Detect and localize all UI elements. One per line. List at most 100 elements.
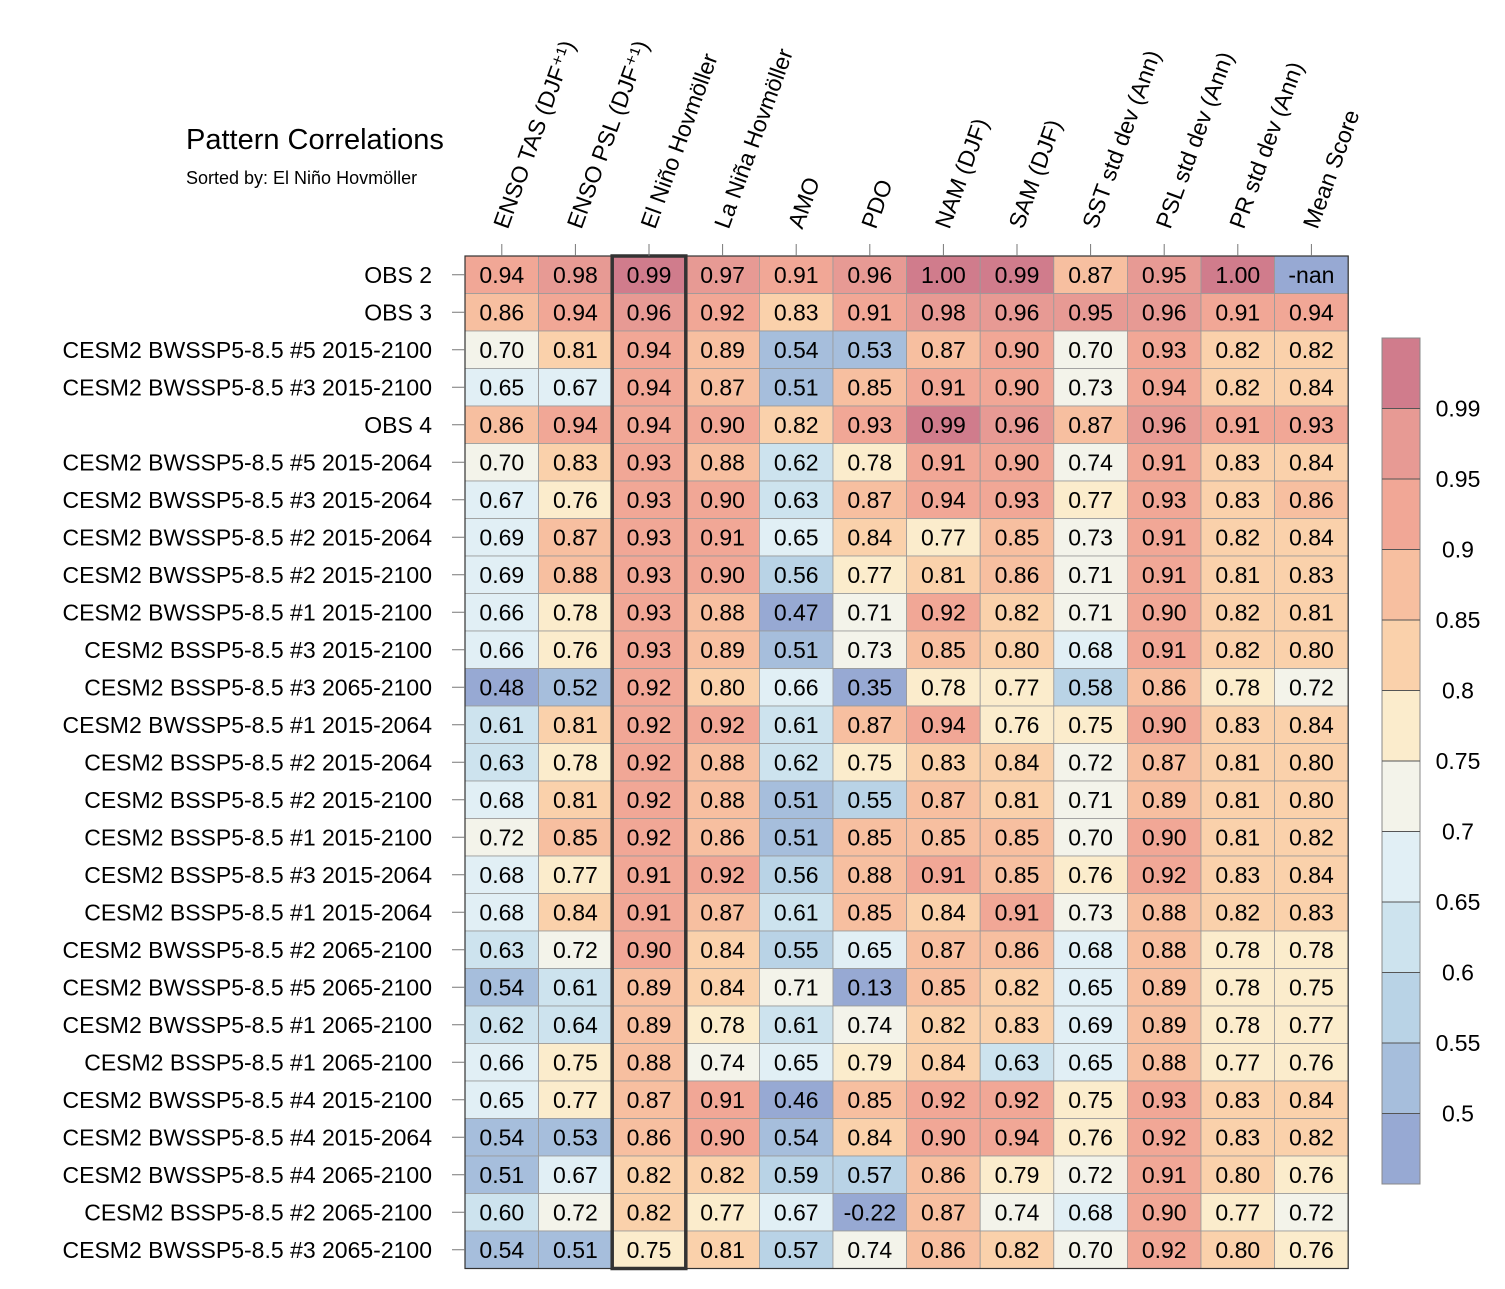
cell-value-label: 0.82: [1215, 374, 1260, 400]
heatmap-cell: [685, 668, 760, 707]
row-label: OBS 3: [364, 299, 432, 325]
cell-value-label: 0.74: [847, 1237, 892, 1263]
column-label: AMO: [782, 174, 824, 232]
heatmap-cell: [611, 368, 687, 407]
heatmap-cell: [1127, 968, 1202, 1007]
cell-value-label: 0.81: [1215, 749, 1260, 775]
cell-value-label: 0.97: [700, 262, 745, 288]
cell-value-label: 0.86: [995, 562, 1040, 588]
cell-value-label: 0.55: [847, 787, 892, 813]
cell-value-label: 0.88: [700, 449, 745, 475]
cell-value-label: 0.91: [627, 899, 672, 925]
heatmap-cell: [1274, 1118, 1349, 1157]
cell-value-label: 0.91: [1142, 1162, 1187, 1188]
cell-value-label: 0.70: [1068, 824, 1113, 850]
cell-value-label: 0.85: [847, 824, 892, 850]
colorbar-bin: [1382, 408, 1420, 479]
heatmap-cell: [611, 518, 687, 557]
heatmap-cell: [906, 293, 981, 332]
cell-value-label: 0.78: [1215, 974, 1260, 1000]
heatmap-cell: [759, 668, 834, 707]
heatmap-cell: [1053, 330, 1128, 369]
cell-value-label: -0.22: [844, 1199, 896, 1225]
cell-value-label: 0.95: [1068, 299, 1113, 325]
heatmap-cell: [1053, 1155, 1128, 1194]
heatmap-cell: [538, 480, 613, 519]
row-label: CESM2 BWSSP5-8.5 #5 2015-2064: [63, 449, 433, 475]
heatmap-cell: [1053, 1005, 1128, 1044]
row-label: CESM2 BWSSP5-8.5 #1 2065-2100: [63, 1012, 432, 1038]
cell-value-label: 0.84: [1289, 524, 1334, 550]
heatmap-cell: [1200, 705, 1275, 744]
cell-value-label: 0.84: [700, 937, 745, 963]
cell-value-label: 0.77: [995, 674, 1040, 700]
colorbar-tick-label: 0.55: [1436, 1030, 1481, 1056]
heatmap-cell: [759, 743, 834, 782]
cell-value-label: 0.63: [995, 1049, 1040, 1075]
cell-value-label: 0.91: [627, 862, 672, 888]
heatmap-cell: [906, 743, 981, 782]
cell-value-label: 0.61: [774, 899, 819, 925]
cell-value-label: 0.93: [1142, 1087, 1187, 1113]
heatmap-cell: [1127, 743, 1202, 782]
cell-value-label: 0.84: [921, 1049, 966, 1075]
heatmap-cell: [1200, 368, 1275, 407]
heatmap-cell: [979, 705, 1055, 744]
cell-value-label: 0.96: [847, 262, 892, 288]
cell-value-label: 0.70: [479, 449, 524, 475]
cell-value-label: 0.75: [1068, 712, 1113, 738]
cell-value-label: 0.35: [847, 674, 892, 700]
heatmap-cell: [611, 968, 687, 1007]
cell-value-label: 0.92: [700, 712, 745, 738]
cell-value-label: 0.99: [627, 262, 672, 288]
cell-value-label: 0.87: [1068, 412, 1113, 438]
cell-value-label: 0.77: [553, 862, 598, 888]
heatmap-cell: [685, 330, 760, 369]
cell-value-label: 0.56: [774, 862, 819, 888]
cell-value-label: 0.73: [1068, 374, 1113, 400]
cell-value-label: 0.81: [553, 337, 598, 363]
cell-value-label: 0.78: [921, 674, 966, 700]
cell-value-label: 0.90: [1142, 824, 1187, 850]
cell-value-label: 0.71: [1068, 599, 1113, 625]
row-label: CESM2 BWSSP5-8.5 #1 2015-2064: [63, 712, 433, 738]
cell-value-label: 0.82: [1215, 637, 1260, 663]
cell-value-label: 0.65: [1068, 1049, 1113, 1075]
heatmap-cell: [1200, 518, 1275, 557]
cell-value-label: 0.76: [553, 637, 598, 663]
heatmap-cell: [685, 1005, 760, 1044]
heatmap-cell: [1127, 668, 1202, 707]
cell-value-label: 0.60: [479, 1199, 524, 1225]
cell-value-label: 0.73: [1068, 899, 1113, 925]
heatmap-cell: [538, 1193, 613, 1232]
cell-value-label: 0.93: [627, 524, 672, 550]
cell-value-label: 0.83: [921, 749, 966, 775]
cell-value-label: 0.54: [774, 337, 819, 363]
heatmap-cell: [464, 368, 539, 407]
cell-value-label: 0.75: [847, 749, 892, 775]
cell-value-label: 0.68: [1068, 1199, 1113, 1225]
cell-value-label: 0.80: [700, 674, 745, 700]
cell-value-label: 0.57: [774, 1237, 819, 1263]
cell-value-label: 0.61: [774, 712, 819, 738]
cell-value-label: 0.90: [627, 937, 672, 963]
heatmap-cell: [759, 968, 834, 1007]
heatmap-cell: [759, 593, 834, 632]
heatmap-cell: [832, 293, 907, 332]
cell-value-label: 0.62: [774, 749, 819, 775]
heatmap-cell: [759, 1155, 834, 1194]
cell-value-label: 0.70: [479, 337, 524, 363]
row-label: OBS 2: [364, 262, 432, 288]
cell-value-label: 0.71: [774, 974, 819, 1000]
cell-value-label: 0.83: [774, 299, 819, 325]
heatmap-cell: [832, 743, 907, 782]
cell-value-label: 0.93: [1289, 412, 1334, 438]
colorbar-bin: [1382, 620, 1420, 691]
heatmap-cell: [1053, 780, 1128, 819]
cell-value-label: 0.52: [553, 674, 598, 700]
heatmap-cell: [1274, 930, 1349, 969]
cell-value-label: 0.94: [1142, 374, 1187, 400]
row-label: CESM2 BSSP5-8.5 #3 2015-2100: [84, 637, 432, 663]
cell-value-label: 0.82: [627, 1199, 672, 1225]
cell-value-label: 0.78: [553, 749, 598, 775]
